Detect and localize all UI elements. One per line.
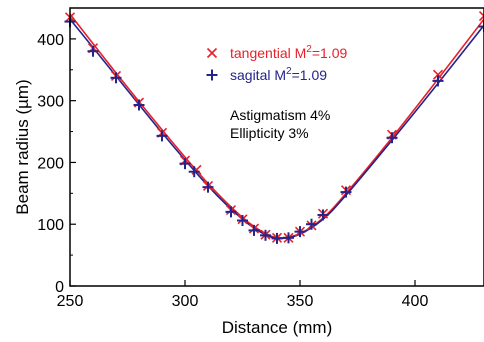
legend-label-sagital: sagital M2=1.09 — [230, 66, 327, 83]
axis-ticks: 250 300 350 400 0 100 200 300 400 — [37, 32, 428, 310]
data-point-sagital — [202, 181, 214, 193]
data-point-sagital — [260, 229, 271, 241]
data-point-sagital — [188, 166, 200, 178]
legend-sagital-suffix: =1.09 — [292, 67, 328, 83]
legend-label-tangential: tangential M2=1.09 — [230, 44, 347, 61]
legend-sagital-superscript: 2 — [286, 66, 292, 77]
legend-tangential-suffix: =1.09 — [312, 45, 348, 61]
x-axis-title: Distance (mm) — [222, 318, 333, 337]
legend-marker-x — [206, 47, 218, 59]
legend: tangential M2=1.09 sagital M2=1.09 — [206, 44, 347, 83]
data-point-sagital — [271, 232, 283, 244]
data-point-sagital — [248, 224, 260, 236]
data-point-sagital — [306, 218, 317, 230]
y-tick-label: 200 — [37, 155, 64, 172]
data-point-sagital — [478, 21, 484, 33]
data-point-tangential — [478, 10, 484, 22]
annotation-ellipticity: Ellipticity 3% — [230, 125, 309, 141]
data-point-sagital — [283, 232, 294, 244]
legend-marker-tangential — [206, 47, 218, 59]
legend-tangential-superscript: 2 — [306, 44, 312, 55]
y-tick-label: 300 — [37, 94, 64, 111]
data-point-sagital — [340, 186, 352, 198]
y-axis-title: Beam radius (µm) — [13, 79, 32, 214]
legend-marker-sagital — [206, 69, 218, 81]
x-tick-label: 350 — [287, 293, 314, 310]
y-tick-label: 100 — [37, 217, 64, 234]
x-tick-label: 400 — [402, 293, 429, 310]
data-point-sagital — [179, 158, 191, 170]
data-point-sagital — [133, 99, 145, 111]
data-point-sagital — [110, 72, 122, 84]
data-markers — [64, 10, 484, 244]
y-tick-label: 400 — [37, 32, 64, 49]
data-point-sagital — [156, 130, 168, 142]
legend-marker-plus — [206, 69, 218, 81]
data-point-sagital — [87, 45, 99, 57]
data-point-sagital — [432, 75, 444, 87]
x-tick-label: 300 — [172, 293, 199, 310]
x-tick-label: 250 — [57, 293, 84, 310]
data-point-sagital — [317, 209, 329, 221]
annotation-astigmatism: Astigmatism 4% — [230, 107, 330, 123]
data-point-tangential — [432, 69, 444, 80]
data-point-sagital — [225, 206, 237, 218]
data-point-sagital — [294, 226, 306, 238]
y-tick-label: 0 — [55, 279, 64, 296]
data-point-sagital — [237, 215, 248, 227]
data-point-sagital — [386, 132, 398, 144]
legend-sagital-prefix: sagital M — [230, 67, 286, 83]
legend-tangential-prefix: tangential M — [230, 45, 306, 61]
plot-frame — [69, 7, 484, 287]
